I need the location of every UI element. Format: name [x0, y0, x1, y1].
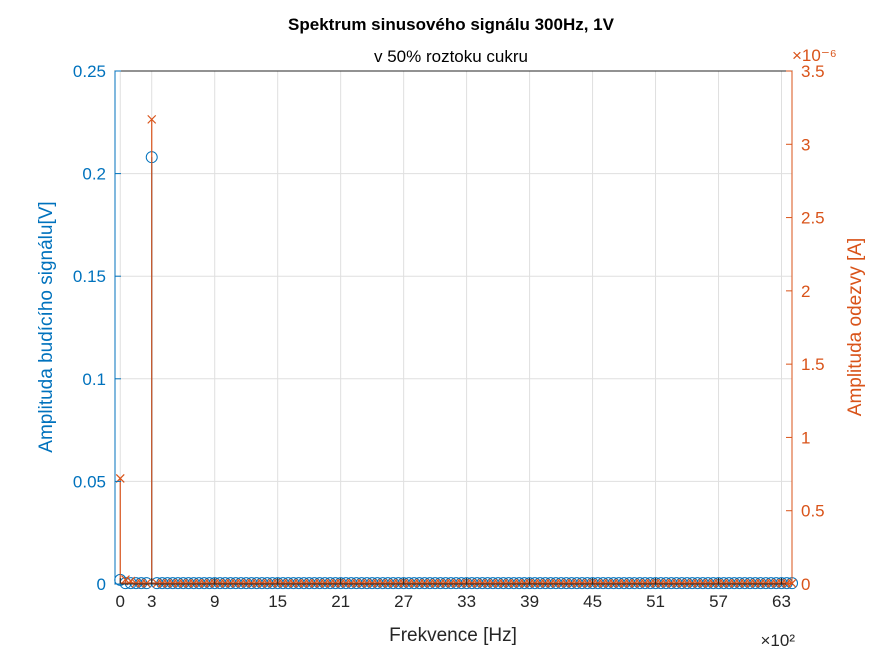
x-tick-label: 0	[116, 592, 125, 611]
right-axis-label: Amplituda odezvy [A]	[845, 238, 866, 416]
x-tick-label: 15	[268, 592, 287, 611]
right-tick-label: 1.5	[801, 355, 825, 374]
chart-title: Spektrum sinusového signálu 300Hz, 1V	[288, 15, 615, 34]
right-axis-exponent: ×10⁻⁶	[792, 46, 837, 65]
right-tick-label: 2	[801, 282, 810, 301]
x-tick-label: 27	[394, 592, 413, 611]
left-axis-label: Amplituda budícího signálu[V]	[36, 201, 57, 452]
plot-frame	[114, 70, 793, 585]
response-stem-marker	[147, 114, 157, 124]
left-tick-label: 0.2	[82, 165, 106, 184]
cross-stroke	[147, 114, 157, 124]
right-tick-label: 1	[801, 428, 810, 447]
right-tick-label: 3.5	[801, 62, 825, 81]
left-tick-label: 0.25	[73, 62, 106, 81]
x-tick-label: 57	[709, 592, 728, 611]
cross-stroke	[121, 575, 130, 585]
axis-ticks: 0 3 9 15 21 27 33 39 45 51 57 6300.050.10.150.20.25…	[73, 62, 825, 611]
x-axis-label: Frekvence [Hz]	[389, 625, 517, 646]
x-axis-exponent: ×10²	[761, 631, 796, 650]
left-tick-label: 0	[97, 575, 106, 594]
plot-series	[114, 114, 798, 590]
x-tick-label: 9	[210, 592, 219, 611]
x-tick-label: 39	[520, 592, 539, 611]
x-tick-label: 45	[583, 592, 602, 611]
x-tick-label: 51	[646, 592, 665, 611]
left-tick-label: 0.05	[73, 472, 106, 491]
chart-subtitle: v 50% roztoku cukru	[374, 47, 528, 66]
right-tick-label: 0	[801, 575, 810, 594]
response-stem-marker	[121, 575, 130, 585]
right-tick-label: 0.5	[801, 502, 825, 521]
right-tick-label: 3	[801, 135, 810, 154]
x-tick-label: 3	[147, 592, 156, 611]
x-tick-label: 33	[457, 592, 476, 611]
x-tick-label: 21	[331, 592, 350, 611]
right-tick-label: 2.5	[801, 209, 825, 228]
left-tick-label: 0.15	[73, 267, 106, 286]
grid-lines	[115, 70, 792, 585]
x-tick-label: 63	[772, 592, 791, 611]
left-tick-label: 0.1	[82, 370, 106, 389]
